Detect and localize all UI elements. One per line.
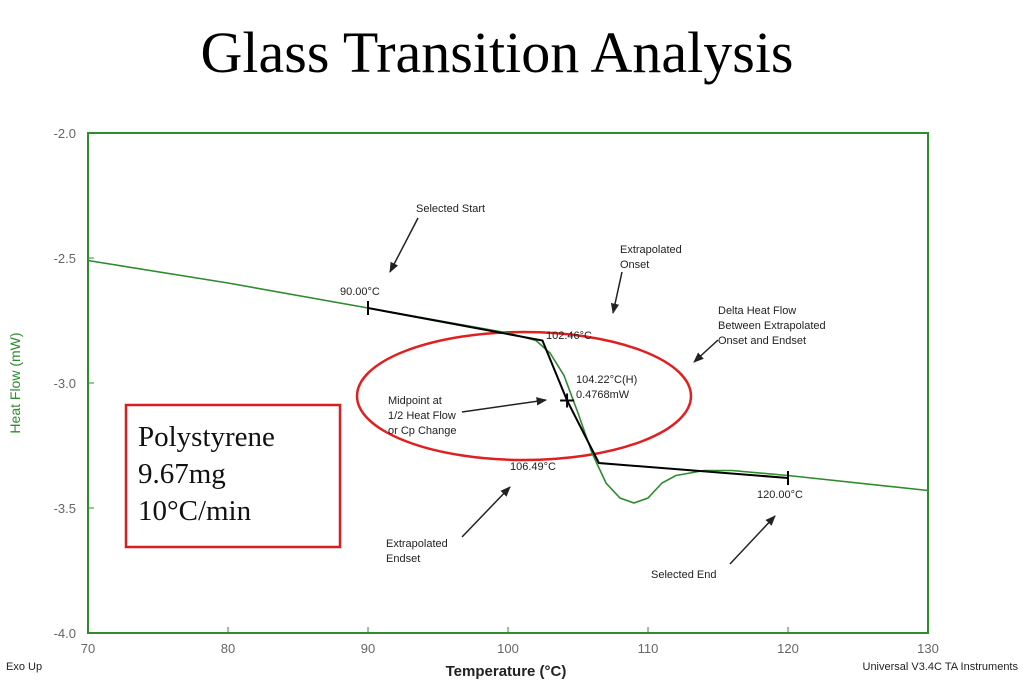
arrow	[461, 486, 511, 538]
y-tick-label: -2.5	[54, 251, 76, 266]
annotation: Between Extrapolated	[718, 320, 826, 332]
y-tick-label: -3.0	[54, 376, 76, 391]
arrow	[389, 217, 419, 273]
x-tick-label: 80	[221, 641, 235, 656]
y-tick-label: -4.0	[54, 626, 76, 641]
x-tick-label: 110	[638, 641, 659, 656]
sample-info: 10°C/min	[138, 495, 252, 527]
x-axis-label: Temperature (°C)	[446, 663, 567, 680]
x-tick-label: 120	[777, 641, 799, 656]
footer-left: Exo Up	[6, 661, 42, 673]
annotation: 1/2 Heat Flow	[388, 410, 456, 422]
footer-right: Universal V3.4C TA Instruments	[863, 661, 1019, 673]
annotation: 106.49°C	[510, 461, 556, 473]
arrow	[610, 271, 623, 315]
y-tick-label: -3.5	[54, 501, 76, 516]
arrow	[461, 397, 548, 413]
annotation: 104.22°C(H)	[576, 374, 637, 386]
x-tick-label: 70	[81, 641, 95, 656]
x-tick-label: 90	[361, 641, 375, 656]
annotation: 120.00°C	[757, 489, 803, 501]
x-tick-label: 100	[497, 641, 519, 656]
sample-info: 9.67mg	[138, 458, 226, 490]
y-axis-label: Heat Flow (mW)	[7, 332, 23, 433]
arrow	[729, 515, 776, 565]
chart-title: Glass Transition Analysis	[201, 20, 794, 85]
annotation: 90.00°C	[340, 286, 380, 298]
annotation: Selected Start	[416, 203, 485, 215]
annotation: Extrapolated	[620, 244, 682, 256]
sample-box	[124, 403, 342, 549]
sample-info: Polystyrene	[138, 421, 275, 453]
annotation: Extrapolated	[386, 538, 448, 550]
y-tick-label: -2.0	[54, 126, 76, 141]
midpoint-marker	[560, 393, 575, 408]
arrows	[389, 217, 776, 565]
annotation: Selected End	[651, 569, 716, 581]
annotation: Delta Heat Flow	[718, 305, 796, 317]
annotation: or Cp Change	[388, 425, 457, 437]
plot-frame	[87, 132, 929, 634]
annotation: Onset and Endset	[718, 335, 806, 347]
annotation: Onset	[620, 259, 649, 271]
highlight-ellipse	[355, 330, 693, 462]
annotation: Endset	[386, 553, 420, 565]
arrow	[693, 339, 719, 363]
annotation: 102.46°C	[546, 330, 592, 342]
x-tick-label: 130	[917, 641, 939, 656]
annotation: 0.4768mW	[576, 389, 630, 401]
annotation: Midpoint at	[388, 395, 442, 407]
